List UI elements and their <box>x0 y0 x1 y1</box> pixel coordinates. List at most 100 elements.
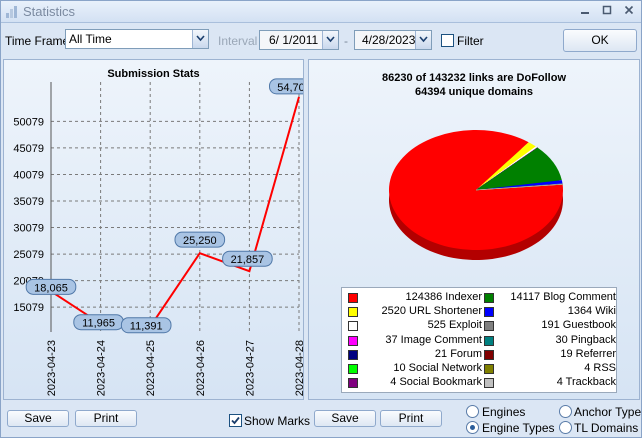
pie-slice <box>476 147 562 190</box>
unique-domains-summary: 64394 unique domains <box>415 86 533 98</box>
submission-stats-background <box>4 60 303 399</box>
chevron-down-icon <box>326 36 335 43</box>
filter-checkbox[interactable] <box>441 34 454 47</box>
legend-swatch <box>484 364 494 374</box>
legend-label: 1364 Wiki <box>567 305 616 318</box>
interval-label: Interval <box>218 34 258 48</box>
end-date-picker[interactable]: 4/28/2023 <box>354 30 432 50</box>
legend-item: 30 Pingback <box>342 334 616 348</box>
maximize-button[interactable] <box>599 4 615 18</box>
legend-label: 124386 Indexer <box>405 291 482 303</box>
show-marks-checkbox[interactable] <box>229 414 242 427</box>
submission-series-line <box>50 96 300 328</box>
y-tick-label: 30079 <box>13 223 44 235</box>
legend-swatch <box>348 307 358 318</box>
submission-stats-line-chart: 1507920079250793007935079400794507950079… <box>13 78 303 396</box>
start-date-picker[interactable]: 6/ 1/2011 <box>259 30 339 50</box>
data-label: 11,965 <box>73 314 124 331</box>
time-frame-select[interactable]: All Time <box>65 29 209 49</box>
engine-types-radio[interactable] <box>466 421 479 434</box>
statistics-app-icon <box>6 6 17 18</box>
end-date-value: 4/28/2023 <box>362 33 416 47</box>
start-date-value: 6/ 1/2011 <box>269 33 319 47</box>
legend-label: 37 Image Comment <box>385 333 482 346</box>
checkmark-icon <box>231 416 240 425</box>
pie-slice <box>475 184 563 191</box>
data-label: 11,391 <box>120 317 172 334</box>
toolbar: Time Frame All Time Interval 6/ 1/2011 -… <box>1 24 641 57</box>
x-tick-label: 2023-04-23 <box>46 340 58 396</box>
print-chart-button[interactable]: Print <box>75 410 137 427</box>
x-tick-label: 2023-04-27 <box>244 340 256 396</box>
legend-swatch <box>484 293 494 303</box>
anchor-type-radio-label: Anchor Type <box>574 405 642 419</box>
window-title: Statistics <box>23 4 76 19</box>
x-tick-label: 2023-04-24 <box>96 340 108 396</box>
x-tick-label: 2023-04-25 <box>145 340 157 396</box>
data-label-text: 18,065 <box>34 282 68 294</box>
maximize-icon <box>602 5 612 15</box>
legend-item: 37 Image Comment <box>342 334 616 348</box>
dofollow-summary: 86230 of 143232 links are DoFollow <box>381 72 567 84</box>
legend-swatch <box>484 335 494 346</box>
data-label-text: 54,70 <box>277 82 303 94</box>
link-type-pie-chart <box>389 130 563 260</box>
legend-item: 4 Social Bookmark <box>342 376 616 390</box>
legend-label: 14117 Blog Comment <box>510 291 616 303</box>
title-bar: Statistics <box>1 1 641 23</box>
pie-legend: 124386 Indexer 2520 URL Shortener 525 Expl… <box>341 287 617 393</box>
legend-item: 10 Social Network <box>342 362 616 376</box>
engines-radio-label: Engines <box>482 405 526 419</box>
filter-label: Filter <box>457 34 484 48</box>
legend-item: 525 Exploit <box>342 319 616 333</box>
data-label-bubble <box>174 231 226 248</box>
pie-slice <box>475 147 539 191</box>
engines-radio[interactable] <box>466 405 479 418</box>
print-pie-button[interactable]: Print <box>380 410 442 427</box>
y-tick-label: 45079 <box>13 143 44 155</box>
x-tick-label: 2023-04-28 <box>294 340 303 396</box>
close-button[interactable] <box>621 4 637 18</box>
legend-label: 4 Social Bookmark <box>390 376 482 389</box>
anchor-type-radio[interactable] <box>559 405 572 418</box>
legend-label: 30 Pingback <box>555 333 616 346</box>
legend-item: 124386 Indexer <box>342 291 616 305</box>
data-label-text: 25,250 <box>183 235 217 247</box>
legend-item: 1364 Wiki <box>342 305 616 319</box>
legend-swatch <box>348 378 358 389</box>
legend-item: 4 RSS <box>342 362 616 376</box>
minimize-icon <box>581 12 589 14</box>
ok-button[interactable]: OK <box>563 29 637 52</box>
data-label-text: 11,391 <box>130 321 163 333</box>
data-label-bubble <box>222 250 273 267</box>
chevron-down-icon <box>196 35 205 42</box>
submission-stats-panel: Submission Stats 15079200792507930079350… <box>3 59 304 400</box>
legend-swatch <box>348 321 358 332</box>
legend-label: 525 Exploit <box>427 319 482 332</box>
time-frame-dropdown-button[interactable] <box>192 30 208 48</box>
legend-label: 191 Guestbook <box>541 319 616 332</box>
y-tick-label: 50079 <box>13 116 44 128</box>
line-chart-title: Submission Stats <box>107 68 200 80</box>
y-tick-label: 40079 <box>13 169 44 181</box>
minimize-button[interactable] <box>577 4 593 18</box>
legend-swatch <box>348 349 358 360</box>
legend-label: 4 Trackback <box>556 376 616 389</box>
legend-item: 14117 Blog Comment <box>342 291 616 305</box>
pie-slice <box>476 180 563 190</box>
tl-domains-radio[interactable] <box>559 421 572 434</box>
tl-domains-radio-label: TL Domains <box>574 421 639 435</box>
start-date-dropdown-button[interactable] <box>322 31 338 49</box>
y-tick-label: 15079 <box>13 302 44 314</box>
save-pie-button[interactable]: Save <box>314 410 376 427</box>
engine-types-radio-label: Engine Types <box>482 421 555 435</box>
chevron-down-icon <box>419 36 428 43</box>
legend-label: 21 Forum <box>434 347 482 360</box>
save-chart-button[interactable]: Save <box>7 410 69 427</box>
data-label-text: 11,965 <box>82 318 115 330</box>
legend-item: 2520 URL Shortener <box>342 305 616 319</box>
end-date-dropdown-button[interactable] <box>415 31 431 49</box>
legend-label: 4 RSS <box>584 362 616 374</box>
data-label-bubble <box>269 78 303 95</box>
